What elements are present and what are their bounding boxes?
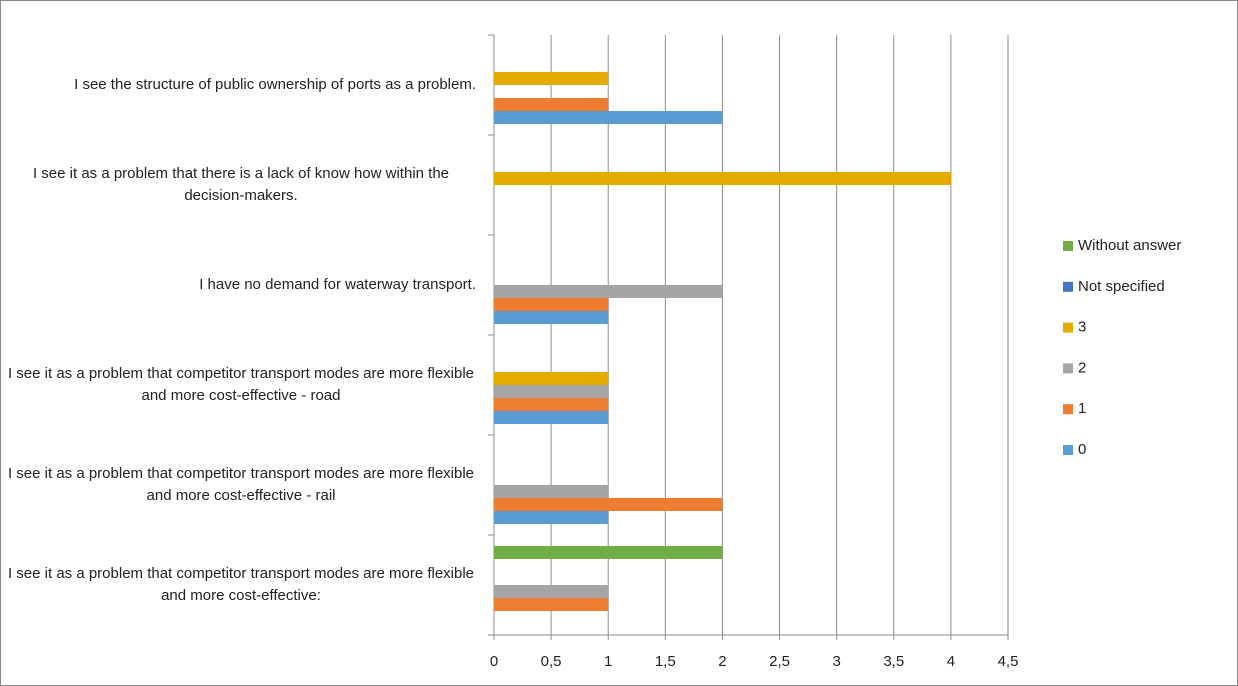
bar xyxy=(494,172,951,185)
x-tick-label: 0,5 xyxy=(541,653,562,670)
y-tick-label: I see it as a problem that competitor tr… xyxy=(6,555,476,615)
bar xyxy=(494,511,609,524)
legend-swatch xyxy=(1063,445,1073,455)
legend-label: 2 xyxy=(1078,359,1086,376)
bar xyxy=(494,72,609,85)
legend-swatch xyxy=(1063,322,1073,333)
legend-label: 1 xyxy=(1078,400,1086,417)
category-text: I see it as a problem that competitor tr… xyxy=(7,465,475,504)
bar xyxy=(494,546,723,559)
x-tick-label: 4 xyxy=(947,653,955,670)
legend-label: 3 xyxy=(1078,319,1086,336)
bar xyxy=(494,298,609,311)
category-text: I see it as a problem that there is a la… xyxy=(32,165,450,204)
bar xyxy=(494,498,723,511)
x-tick-label: 2,5 xyxy=(769,653,790,670)
legend-swatch xyxy=(1063,281,1073,292)
y-tick-label: I see it as a problem that there is a la… xyxy=(6,155,476,215)
bar xyxy=(494,372,609,385)
category-text: I see it as a problem that competitor tr… xyxy=(7,365,475,404)
legend-swatch xyxy=(1063,363,1073,374)
x-tick-label: 3,5 xyxy=(883,653,904,670)
bar xyxy=(494,385,609,398)
x-tick-label: 0 xyxy=(490,653,498,670)
x-tick-label: 3 xyxy=(832,653,840,670)
bar xyxy=(494,398,609,411)
bar xyxy=(494,485,609,498)
category-text: I have no demand for waterway transport. xyxy=(199,276,476,293)
legend-label: Without answer xyxy=(1078,237,1181,254)
x-tick-label: 4,5 xyxy=(998,653,1019,670)
legend-swatch xyxy=(1063,241,1073,251)
x-tick-label: 1,5 xyxy=(655,653,676,670)
category-text: I see the structure of public ownership … xyxy=(74,76,476,93)
category-text: I see it as a problem that competitor tr… xyxy=(7,565,475,604)
legend-swatch xyxy=(1063,404,1073,415)
legend-label: 0 xyxy=(1078,441,1086,458)
bar xyxy=(494,311,609,324)
x-tick-label: 1 xyxy=(604,653,612,670)
y-tick-label: I see the structure of public ownership … xyxy=(6,55,476,115)
bar xyxy=(494,411,609,424)
y-tick-label: I see it as a problem that competitor tr… xyxy=(6,355,476,415)
bar xyxy=(494,111,723,124)
bar xyxy=(494,598,609,611)
y-tick-label: I see it as a problem that competitor tr… xyxy=(6,455,476,515)
bar xyxy=(494,98,609,111)
x-tick-label: 2 xyxy=(718,653,726,670)
bar xyxy=(494,285,723,298)
legend-label: Not specified xyxy=(1078,278,1165,295)
bar xyxy=(494,585,609,598)
y-tick-label: I have no demand for waterway transport. xyxy=(6,255,476,315)
